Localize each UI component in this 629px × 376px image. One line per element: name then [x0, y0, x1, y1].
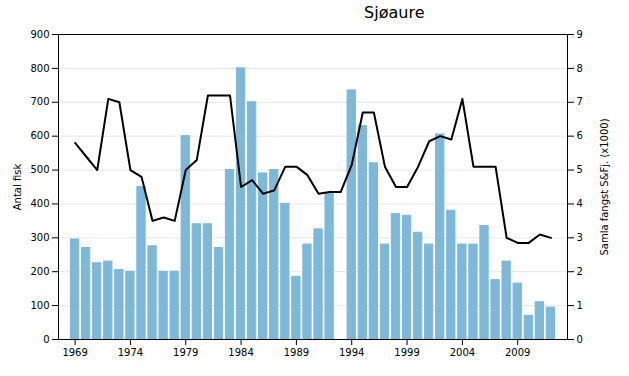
- svg-text:2004: 2004: [450, 347, 475, 358]
- html-text:Sjøaure: Sjøaure: [364, 3, 425, 22]
- svg-text:1994: 1994: [339, 347, 364, 358]
- svg-text:800: 800: [30, 63, 49, 74]
- svg-text:0: 0: [43, 334, 49, 345]
- svg-text:1: 1: [577, 300, 583, 311]
- svg-text:1969: 1969: [62, 347, 87, 358]
- svg-text:3: 3: [577, 232, 583, 243]
- svg-text:2: 2: [577, 266, 583, 277]
- svg-text:900: 900: [30, 29, 49, 40]
- svg-text:700: 700: [30, 96, 49, 107]
- svg-text:5: 5: [577, 164, 583, 175]
- svg-text:1984: 1984: [228, 347, 253, 358]
- svg-text:1979: 1979: [173, 347, 198, 358]
- svg-text:400: 400: [30, 198, 49, 209]
- svg-text:1999: 1999: [394, 347, 419, 358]
- svg-text:500: 500: [30, 164, 49, 175]
- svg-text:200: 200: [30, 266, 49, 277]
- svg-text:1989: 1989: [284, 347, 309, 358]
- svg-text:6: 6: [577, 130, 583, 141]
- svg-text:Antal fisk: Antal fisk: [12, 164, 23, 211]
- svg-text:4: 4: [577, 198, 583, 209]
- svg-text:2009: 2009: [505, 347, 530, 358]
- svg-text:7: 7: [577, 96, 583, 107]
- svg-text:0: 0: [577, 334, 583, 345]
- svg-text:600: 600: [30, 130, 49, 141]
- svg-text:9: 9: [577, 29, 583, 40]
- svg-text:100: 100: [30, 300, 49, 311]
- svg-text:1974: 1974: [118, 347, 143, 358]
- svg-text:300: 300: [30, 232, 49, 243]
- svg-text:8: 8: [577, 63, 583, 74]
- svg-text:Samla fangst S&Fj. (x1000): Samla fangst S&Fj. (x1000): [599, 118, 610, 255]
